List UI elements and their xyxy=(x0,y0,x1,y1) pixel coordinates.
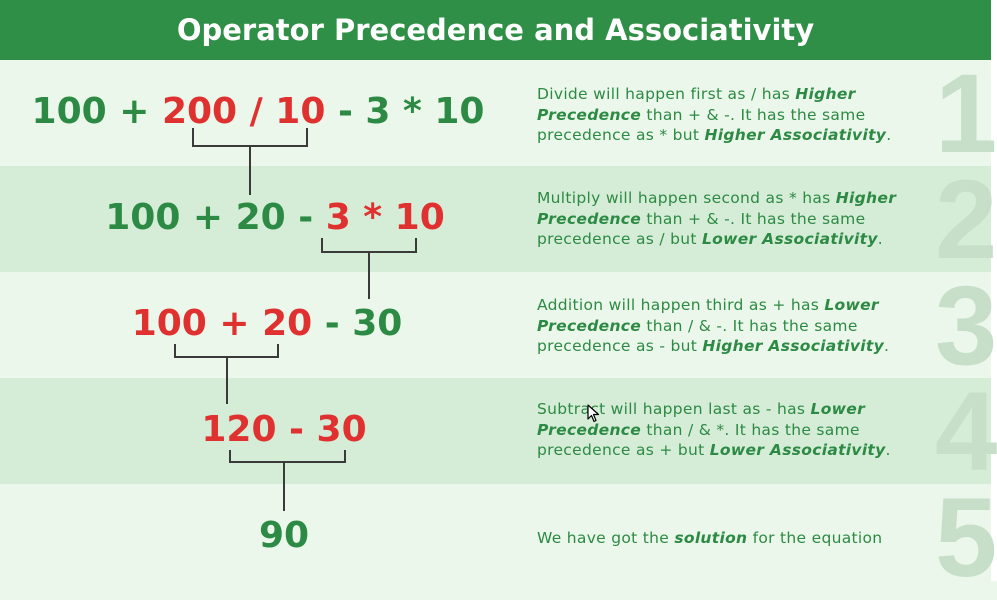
expression-part-highlight: 100 + 20 xyxy=(131,303,313,344)
description-text: . xyxy=(885,441,891,459)
page-title: Operator Precedence and Associativity xyxy=(0,0,991,60)
description-text: Multiply will happen second as * has xyxy=(537,189,836,207)
description-text: than / & -. It has the same precedence a… xyxy=(537,316,858,356)
description-emphasis: Lower Precedence xyxy=(537,400,866,439)
step-number-3: 3 xyxy=(935,263,997,388)
description-emphasis: Lower Precedence xyxy=(537,296,879,335)
step-description-5: We have got the solution for the equatio… xyxy=(537,528,932,549)
description-emphasis: solution xyxy=(674,529,748,547)
step-expression-4: 120 - 30 xyxy=(24,409,544,451)
step-number-5: 5 xyxy=(935,475,997,600)
step-number-1: 1 xyxy=(935,51,997,176)
description-text: Subtract will happen last as - has xyxy=(537,400,811,418)
step-expression-1: 100 + 200 / 10 - 3 * 10 xyxy=(0,91,518,133)
expression-part-highlight: 3 * 10 xyxy=(325,197,445,238)
step-description-3: Addition will happen third as + has Lowe… xyxy=(537,295,932,357)
mouse-cursor-icon xyxy=(587,404,600,423)
step-band-1 xyxy=(0,60,991,166)
step-expression-5: 90 xyxy=(24,515,544,557)
step-description-2: Multiply will happen second as * has Hig… xyxy=(537,188,932,250)
step-description-1: Divide will happen first as / has Higher… xyxy=(537,84,932,146)
description-text: than / & *. It has the same precedence a… xyxy=(537,420,860,460)
expression-part: 100 + xyxy=(31,91,162,132)
description-emphasis: Lower Associativity xyxy=(709,441,886,459)
description-text: for the equation xyxy=(747,529,883,547)
step-band-2 xyxy=(0,166,991,272)
description-text: . xyxy=(886,126,892,144)
description-emphasis: Higher Precedence xyxy=(537,85,856,124)
step-number-4: 4 xyxy=(935,369,997,494)
expression-part: 100 + 20 - xyxy=(105,197,326,238)
description-text: . xyxy=(877,230,884,248)
description-text: . xyxy=(884,337,890,355)
right-edge xyxy=(991,0,997,581)
expression-part-highlight: 120 - 30 xyxy=(201,409,367,450)
description-text: Divide will happen first as / has xyxy=(537,85,796,103)
expression-part-highlight: 200 / 10 xyxy=(161,91,326,132)
step-number-2: 2 xyxy=(935,157,997,282)
description-emphasis: Higher Associativity xyxy=(704,126,887,144)
step-expression-3: 100 + 20 - 30 xyxy=(7,303,527,345)
description-emphasis: Lower Associativity xyxy=(701,230,878,248)
description-emphasis: Higher Associativity xyxy=(702,337,885,355)
step-band-5 xyxy=(0,484,991,581)
description-text: We have got the xyxy=(537,529,675,547)
expression-part: - 30 xyxy=(312,303,403,344)
step-band-3 xyxy=(0,272,991,378)
description-text: than + & -. It has the same precedence a… xyxy=(537,105,866,145)
description-text: than + & -. It has the same precedence a… xyxy=(537,209,866,249)
description-emphasis: Higher Precedence xyxy=(537,189,897,228)
description-text: Addition will happen third as + has xyxy=(537,296,825,314)
expression-part: - 3 * 10 xyxy=(325,91,485,132)
expression-part: 90 xyxy=(258,515,310,556)
step-description-4: Subtract will happen last as - has Lower… xyxy=(537,399,932,461)
step-expression-2: 100 + 20 - 3 * 10 xyxy=(15,197,535,239)
step-band-4 xyxy=(0,378,991,484)
